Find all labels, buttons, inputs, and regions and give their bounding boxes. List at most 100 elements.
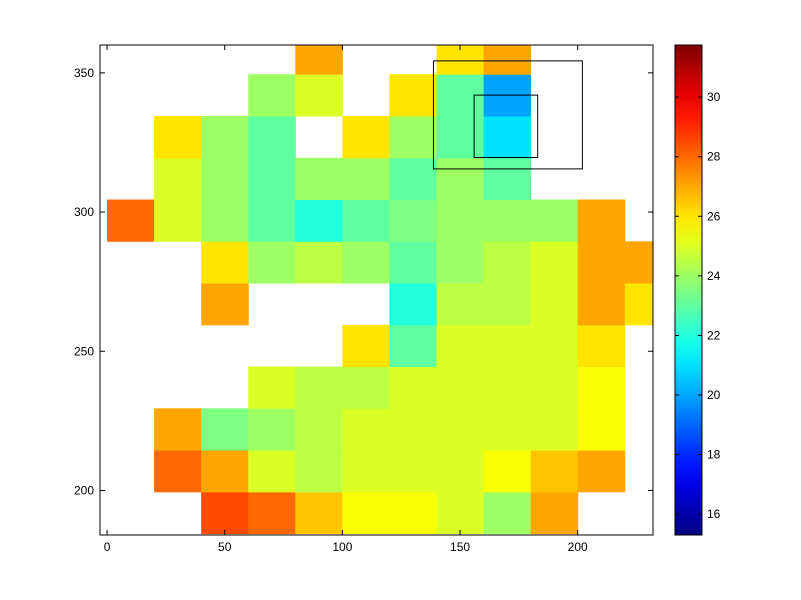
heat-cell <box>389 366 438 409</box>
y-tick-label: 350 <box>74 66 94 80</box>
heat-cell <box>389 74 438 117</box>
heat-cell <box>342 115 390 159</box>
heat-cell <box>342 199 390 242</box>
heat-cell <box>577 199 626 242</box>
heat-cell <box>436 157 485 201</box>
heat-cell <box>436 283 485 326</box>
heat-cell <box>342 157 390 201</box>
heat-cell <box>483 115 532 159</box>
heat-cell <box>436 324 485 368</box>
heat-cell <box>342 241 390 284</box>
heat-cell <box>530 324 579 368</box>
heat-cell <box>530 450 579 493</box>
heat-cell <box>389 157 438 201</box>
heat-cell <box>483 491 532 535</box>
heat-cell <box>342 366 390 409</box>
y-tick-label: 250 <box>74 344 94 358</box>
heat-cell <box>389 115 438 159</box>
heat-cell <box>436 491 485 535</box>
heat-cell <box>107 199 155 242</box>
heatmap-cells <box>107 45 653 535</box>
heat-cell <box>436 45 485 75</box>
heat-cell <box>436 241 485 284</box>
heat-cell <box>389 324 438 368</box>
heat-cell <box>577 408 626 451</box>
heat-cell <box>483 324 532 368</box>
y-tick-label: 200 <box>74 483 94 497</box>
heat-cell <box>295 199 343 242</box>
heat-cell <box>389 408 438 451</box>
colorbar-tick-label: 18 <box>707 448 721 462</box>
heat-cell <box>483 45 532 75</box>
colorbar-tick-label: 30 <box>707 90 721 104</box>
heat-cell <box>577 450 626 493</box>
colorbar-tick-label: 20 <box>707 388 721 402</box>
heat-cell <box>295 157 343 201</box>
heat-cell <box>483 241 532 284</box>
colorbar-tick-label: 24 <box>707 269 721 283</box>
heat-cell <box>201 157 249 201</box>
x-tick-label: 50 <box>218 540 232 554</box>
heat-cell <box>483 199 532 242</box>
colorbar-tick-label: 22 <box>707 328 721 342</box>
x-tick-label: 0 <box>104 540 111 554</box>
heat-cell <box>248 157 296 201</box>
heat-cell <box>436 199 485 242</box>
heat-cell <box>577 324 626 368</box>
heat-cell <box>295 45 343 75</box>
heat-cell <box>530 408 579 451</box>
heat-cell <box>389 491 438 535</box>
heat-cell <box>530 199 579 242</box>
heat-cell <box>201 199 249 242</box>
heat-cell <box>248 491 296 535</box>
heat-cell <box>342 450 390 493</box>
axes-frame <box>99 44 654 536</box>
heat-cell <box>577 283 626 326</box>
heat-cell <box>389 199 438 242</box>
heat-cell <box>389 450 438 493</box>
heat-cell <box>342 408 390 451</box>
heat-cell <box>154 157 202 201</box>
colorbar-tick-label: 26 <box>707 209 721 223</box>
annotation-box <box>473 94 539 158</box>
heat-cell <box>436 408 485 451</box>
heat-cell <box>530 283 579 326</box>
y-tick-label: 300 <box>74 205 94 219</box>
heat-cell <box>248 241 296 284</box>
heat-cell <box>295 241 343 284</box>
heat-cell <box>530 241 579 284</box>
heat-cell <box>295 366 343 409</box>
heat-cell <box>577 366 626 409</box>
heat-cell <box>201 491 249 535</box>
heat-cell <box>154 115 202 159</box>
annotation-box <box>432 60 583 170</box>
heat-cell <box>154 199 202 242</box>
colorbar-tick-label: 16 <box>707 507 721 521</box>
heat-cell <box>295 74 343 117</box>
heat-cell <box>201 115 249 159</box>
heat-cell <box>295 491 343 535</box>
heat-cell <box>295 408 343 451</box>
heat-cell <box>389 283 438 326</box>
x-tick-label: 100 <box>332 540 352 554</box>
heat-cell <box>248 408 296 451</box>
heat-cell <box>248 199 296 242</box>
colorbar-tick-label: 28 <box>707 150 721 164</box>
heat-cell <box>201 241 249 284</box>
heat-cell <box>248 450 296 493</box>
heat-cell <box>483 408 532 451</box>
colorbar <box>674 44 703 536</box>
heat-cell <box>201 283 249 326</box>
heat-cell <box>248 74 296 117</box>
heat-cell <box>483 283 532 326</box>
heat-cell <box>295 450 343 493</box>
heat-cell <box>530 491 579 535</box>
heat-cell <box>436 450 485 493</box>
heat-cell <box>530 366 579 409</box>
heat-cell <box>483 157 532 201</box>
heat-cell <box>624 283 653 326</box>
x-tick-label: 200 <box>568 540 588 554</box>
heat-cell <box>624 241 653 284</box>
heat-cell <box>248 366 296 409</box>
